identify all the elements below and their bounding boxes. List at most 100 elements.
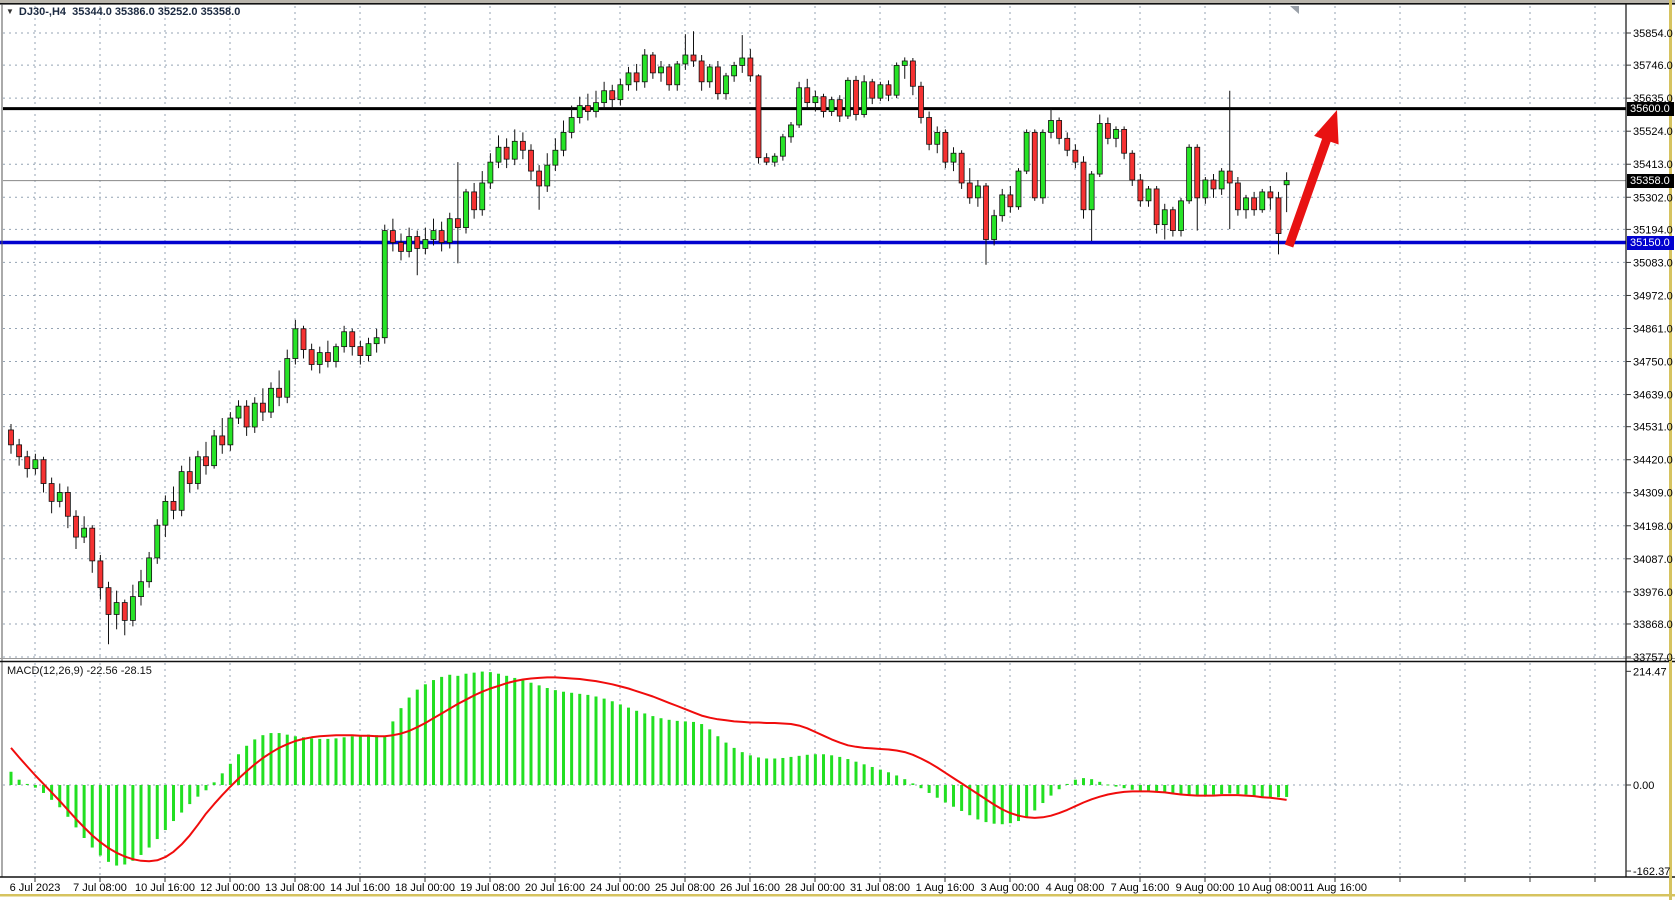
macd-histogram-bar xyxy=(1082,778,1085,785)
candle-bull xyxy=(333,346,339,362)
time-axis-label: 10 Aug 08:00 xyxy=(1238,882,1303,894)
macd-histogram-bar xyxy=(1260,785,1264,797)
candle-bear xyxy=(519,140,526,151)
time-axis-label: 7 Jul 08:00 xyxy=(73,882,127,894)
candle-bear xyxy=(503,146,510,160)
price-axis-label: 35746.0 xyxy=(1633,60,1673,72)
time-axis-label: 7 Aug 16:00 xyxy=(1111,882,1170,894)
candle-bear xyxy=(1031,131,1038,199)
candle-bull xyxy=(658,66,664,74)
up-arrow-icon[interactable] xyxy=(1284,110,1339,248)
candle-bull xyxy=(235,405,242,419)
candle-bull xyxy=(674,63,681,86)
candle-bear xyxy=(1104,123,1111,139)
time-axis-label: 1 Aug 16:00 xyxy=(916,882,975,894)
candle-bear xyxy=(414,236,421,249)
candle-bull xyxy=(316,352,323,365)
time-axis-label: 3 Aug 00:00 xyxy=(981,882,1040,894)
macd-histogram-bar xyxy=(334,738,338,785)
candle-bull xyxy=(194,456,201,484)
macd-histogram-bar xyxy=(407,697,411,785)
candlestick-series xyxy=(8,31,1290,645)
candle-bear xyxy=(1007,194,1014,208)
price-tag-resistance: 35600.0 xyxy=(1627,102,1674,116)
candle-bear xyxy=(389,230,396,243)
macd-histogram-bar xyxy=(935,785,939,798)
time-axis-label: 6 Jul 2023 xyxy=(10,882,61,894)
level-lines[interactable] xyxy=(0,107,1626,245)
macd-histogram-bar xyxy=(472,672,476,785)
macd-histogram-bar xyxy=(838,756,842,785)
macd-histogram-bar xyxy=(976,785,980,820)
time-axis-label: 10 Jul 16:00 xyxy=(135,882,195,894)
arrow-annotation[interactable] xyxy=(1284,110,1339,248)
candle-bear xyxy=(324,352,331,362)
candle-bull xyxy=(211,435,218,467)
price-axis-label: 34861.0 xyxy=(1633,323,1673,335)
candle-bull xyxy=(974,185,981,199)
candle-bull xyxy=(373,337,380,345)
candle-bear xyxy=(609,90,616,101)
macd-histogram-bar xyxy=(748,755,752,785)
macd-histogram-bar xyxy=(448,674,452,785)
candle-bull xyxy=(341,331,348,348)
candle-bear xyxy=(747,57,754,77)
macd-histogram-bar xyxy=(423,684,427,785)
candle-bull xyxy=(771,155,778,163)
candle-bear xyxy=(48,483,55,502)
time-axis-label: 18 Jul 00:00 xyxy=(395,882,455,894)
macd-histogram-bar xyxy=(740,752,744,785)
candle-bull xyxy=(877,84,884,99)
macd-histogram-bar xyxy=(854,761,858,785)
candle-bear xyxy=(24,456,31,470)
macd-histogram-bar xyxy=(1114,785,1118,787)
candle-bull xyxy=(1161,209,1168,226)
macd-histogram-bar xyxy=(383,736,387,785)
candle-bull xyxy=(406,236,413,252)
candle-bull xyxy=(544,164,551,187)
price-axis-label: 33868.0 xyxy=(1633,619,1673,631)
macd-histogram-bar xyxy=(480,671,484,785)
macd-histogram-bar xyxy=(927,785,931,793)
price-axis-label: 34972.0 xyxy=(1633,290,1673,302)
candle-bull xyxy=(552,149,559,166)
macd-histogram-bar xyxy=(846,759,850,785)
quote-line[interactable]: ▼ DJ30-,H4 35344.0 35386.0 35252.0 35358.… xyxy=(6,5,240,18)
time-axis-label: 9 Aug 00:00 xyxy=(1176,882,1235,894)
candle-bear xyxy=(942,131,949,163)
price-axis-label: 34198.0 xyxy=(1633,521,1673,533)
price-axis-label: 35194.0 xyxy=(1633,224,1673,236)
macd-histogram-bar xyxy=(123,785,127,865)
candle-bear xyxy=(438,230,445,243)
macd-histogram-bar xyxy=(716,736,720,785)
candle-bull xyxy=(739,57,746,66)
candle-bear xyxy=(1080,161,1087,211)
candle-bear xyxy=(1056,120,1063,139)
macd-histogram-bar xyxy=(968,785,972,816)
candle-bear xyxy=(243,405,250,428)
macd-histogram-bar xyxy=(391,721,395,785)
candle-bear xyxy=(1275,197,1282,234)
candle-bear xyxy=(64,492,71,517)
macd-histogram-bar xyxy=(700,724,704,785)
macd-histogram-bar xyxy=(155,785,159,840)
price-axis-label: 34309.0 xyxy=(1633,488,1673,500)
candle-bull xyxy=(861,81,868,115)
macd-histogram-bar xyxy=(1073,779,1077,785)
window-bottom-border xyxy=(0,894,1675,897)
time-axis-label: 13 Jul 08:00 xyxy=(265,882,325,894)
macd-histogram-bar xyxy=(204,785,208,791)
quote-text: DJ30-,H4 35344.0 35386.0 35252.0 35358.0 xyxy=(18,6,241,18)
macd-histogram-bar xyxy=(870,766,874,785)
candle-bull xyxy=(844,79,851,117)
candle-bull xyxy=(178,471,185,511)
time-axis-label: 4 Aug 08:00 xyxy=(1046,882,1105,894)
candle-bull xyxy=(487,161,494,184)
macd-histogram-bar xyxy=(984,785,988,823)
axis-labels[interactable]: 35854.035746.035635.035524.035413.035302… xyxy=(10,28,1673,894)
candle-bear xyxy=(454,218,461,229)
macd-histogram-bar xyxy=(529,682,533,785)
macd-histogram-bar xyxy=(789,756,793,785)
